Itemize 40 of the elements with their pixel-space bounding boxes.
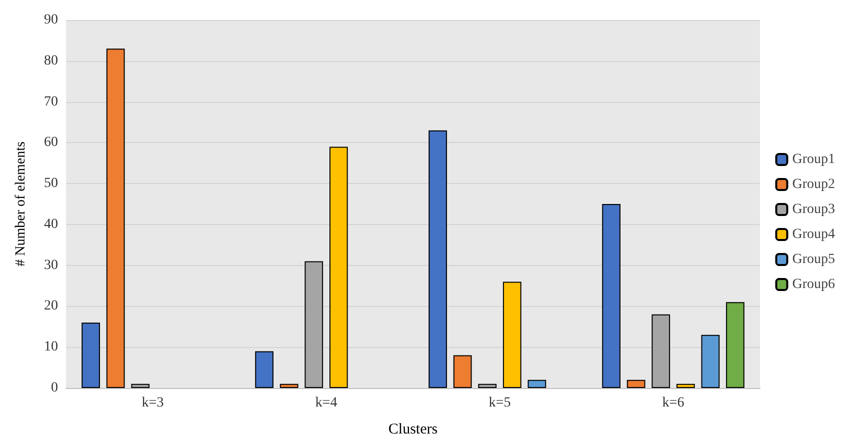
y-tick-label: 80 [44, 53, 58, 68]
bar [304, 261, 324, 388]
x-tick-label: k=5 [488, 396, 511, 410]
bar [652, 314, 670, 388]
x-tick-label: k=3 [142, 396, 164, 410]
y-tick-label: 60 [44, 135, 58, 150]
y-tick-label: 20 [44, 298, 58, 314]
y-tick-label: 70 [44, 94, 58, 110]
bar [602, 204, 620, 388]
bar [528, 380, 546, 388]
bar [726, 302, 744, 388]
bar [478, 384, 497, 388]
bar [131, 384, 150, 388]
y-tick-label: 50 [44, 176, 58, 192]
y-tick-label: 0 [51, 380, 58, 396]
bar [329, 146, 348, 388]
x-axis-title: Clusters [388, 422, 438, 438]
bar [502, 282, 522, 388]
y-tick-label: 40 [44, 216, 58, 232]
bar [428, 130, 447, 388]
legend-label: Group1 [792, 152, 836, 167]
legend-label: Group3 [792, 202, 836, 217]
y-tick-label: 10 [44, 340, 58, 355]
bar [453, 355, 472, 388]
bar [280, 384, 298, 388]
bar [626, 380, 646, 388]
legend-label: Group5 [792, 252, 836, 267]
legend-label: Group2 [792, 177, 836, 192]
x-tick-label: k=6 [662, 396, 684, 410]
x-tick-label: k=4 [315, 396, 338, 410]
y-tick-label: 30 [44, 258, 58, 273]
y-tick-label: 90 [44, 12, 58, 28]
legend-label: Group4 [792, 227, 836, 242]
bar [676, 384, 695, 388]
bar [701, 334, 720, 388]
bar [255, 351, 274, 388]
legend-label: Group6 [792, 277, 836, 292]
bar [82, 322, 100, 388]
bar [106, 48, 125, 388]
y-axis-title: # Number of elements [14, 142, 28, 266]
